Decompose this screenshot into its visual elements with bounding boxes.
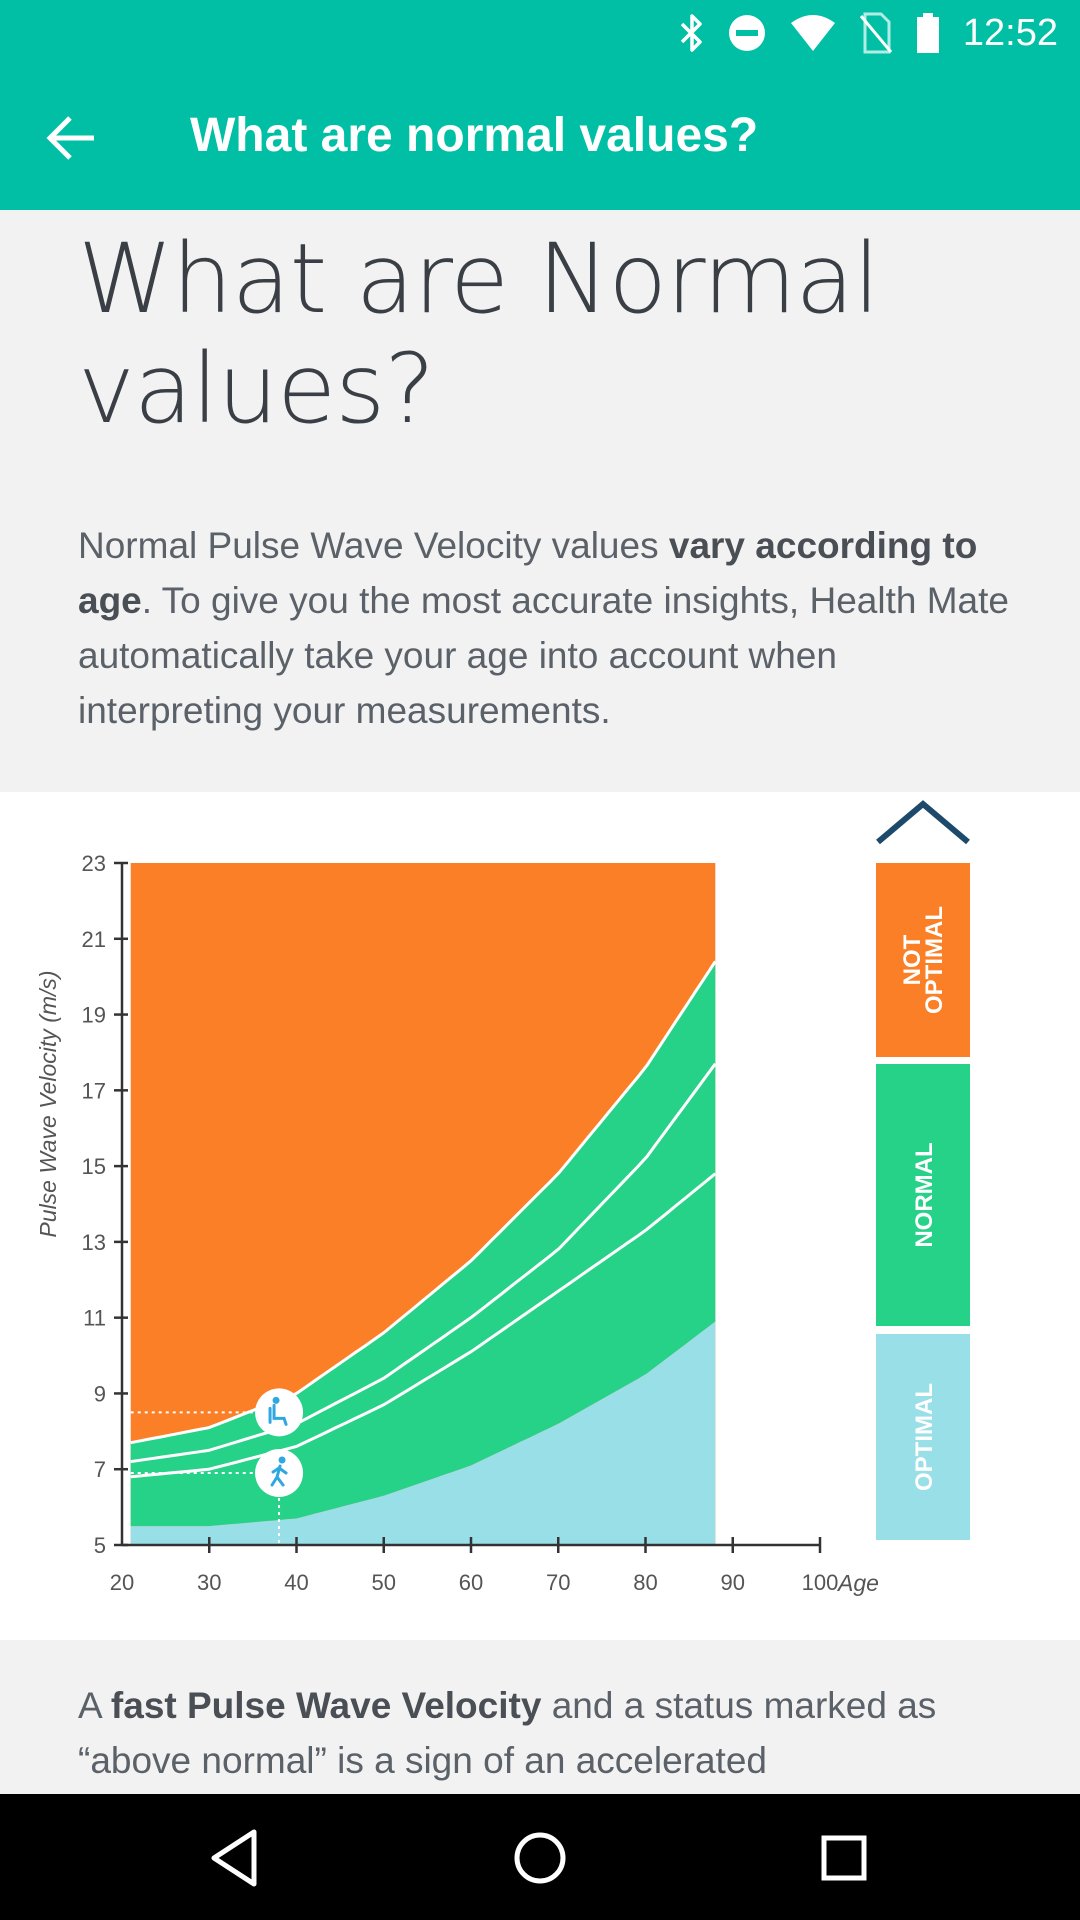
- nav-back-icon[interactable]: [204, 1826, 268, 1890]
- resting-marker-circle: [255, 1388, 304, 1437]
- y-tick-label: 11: [83, 1306, 106, 1331]
- article-heading: What are Normal values?: [78, 223, 880, 445]
- seated-head: [272, 1396, 280, 1404]
- seated-body: [268, 1403, 288, 1426]
- x-tick-label: 30: [197, 1570, 221, 1595]
- nav-recents-icon[interactable]: [812, 1826, 876, 1890]
- y-tick-label: 13: [82, 1230, 106, 1255]
- x-tick-label: 50: [372, 1570, 396, 1595]
- x-tick-label: 80: [633, 1570, 657, 1595]
- legend-label: OPTIMAL: [911, 1383, 938, 1491]
- y-tick-label: 5: [94, 1533, 106, 1558]
- x-tick-label: 90: [721, 1570, 745, 1595]
- legend-optimal: [876, 1334, 970, 1540]
- bottom-emphasis: fast Pulse Wave Velocity: [110, 1685, 542, 1726]
- not-optimal-threshold-line: [130, 960, 717, 1445]
- y-tick-label: 9: [94, 1381, 106, 1406]
- x-axis-label: Age: [836, 1570, 879, 1596]
- status-icons: 12:52: [679, 10, 1058, 56]
- arrow-back-icon[interactable]: [46, 114, 98, 162]
- x-tick-label: 60: [459, 1570, 483, 1595]
- y-tick-label: 21: [82, 927, 106, 952]
- navigation-bar: [0, 1794, 1080, 1920]
- intro-emphasis: vary according to age: [78, 525, 978, 621]
- app-bar-title: What are normal values?: [190, 109, 759, 162]
- no-sim-icon: [859, 12, 893, 54]
- battery-icon: [916, 13, 939, 53]
- walking-person-icon: [255, 1449, 304, 1498]
- y-axis-label: Pulse Wave Velocity (m/s): [35, 970, 61, 1237]
- legend-not-optimal: [876, 863, 970, 1057]
- wifi-icon: [790, 15, 835, 51]
- pwv-chart: 5 7 9 11 13 15 17 19 21 23 20 30 40 50 60 70 80 90 100 Age P…: [35, 800, 970, 1596]
- intro-paragraph: Normal Pulse Wave Velocity values vary a…: [78, 525, 1009, 731]
- y-tick-label: 19: [82, 1003, 106, 1028]
- x-tick-label: 100: [802, 1570, 839, 1595]
- app-bar: What are normal values?: [0, 66, 1080, 210]
- y-tick-label: 15: [82, 1154, 106, 1179]
- article-content[interactable]: What are Normal values? Normal Pulse Wav…: [0, 210, 1080, 1794]
- x-tick-label: 70: [546, 1570, 570, 1595]
- normal-line-upper: [130, 1062, 717, 1464]
- walker-body: [270, 1464, 288, 1487]
- y-tick-label: 17: [82, 1078, 106, 1103]
- walker-head: [278, 1456, 286, 1464]
- normal-line-lower: [130, 1172, 717, 1479]
- legend-label: OPTIMAL: [921, 906, 948, 1014]
- legend-normal: [876, 1064, 970, 1326]
- nav-home-icon[interactable]: [508, 1826, 572, 1890]
- legend-label: NOT: [899, 934, 926, 985]
- chevron-up-icon: [876, 800, 970, 845]
- pwv-chart-panel: 5 7 9 11 13 15 17 19 21 23 20 30 40 50 60 70 80 90 100 Age P…: [0, 792, 1080, 1640]
- do-not-disturb-icon: [728, 15, 765, 51]
- legend-label: NORMAL: [911, 1142, 938, 1247]
- normal-area: [130, 961, 716, 1527]
- y-tick-label: 7: [94, 1457, 106, 1482]
- status-time: 12:52: [962, 11, 1058, 54]
- seated-person-icon: [255, 1388, 304, 1437]
- optimal-area: [130, 1321, 716, 1545]
- x-tick-label: 20: [110, 1570, 134, 1595]
- y-tick-label: 23: [82, 851, 106, 876]
- bottom-paragraph: A fast Pulse Wave Velocity and a status …: [78, 1685, 937, 1781]
- x-tick-label: 40: [284, 1570, 308, 1595]
- status-bar: 12:52: [0, 0, 1080, 66]
- bluetooth-icon: [680, 14, 702, 52]
